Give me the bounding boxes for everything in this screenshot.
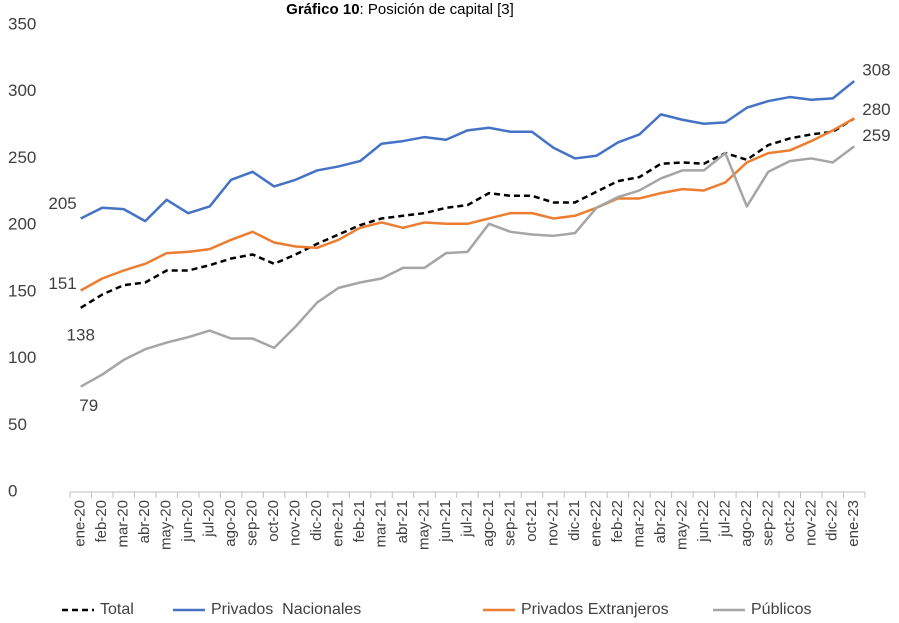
x-tick-label: nov-22 <box>802 500 819 546</box>
data-label: 138 <box>67 325 95 344</box>
x-tick-label: abr-20 <box>136 500 153 543</box>
x-tick-label: sep-21 <box>501 500 518 546</box>
legend-label: Privados Nacionales <box>211 601 361 618</box>
y-tick-label: 100 <box>8 348 36 367</box>
y-tick-label: 250 <box>8 148 36 167</box>
x-tick-label: nov-20 <box>287 500 304 546</box>
x-tick-label: ene-22 <box>587 500 604 547</box>
x-tick-label: jun-21 <box>437 500 454 543</box>
series-line <box>80 117 855 309</box>
legend-label: Privados Extranjeros <box>521 601 669 618</box>
data-label: 151 <box>48 274 76 293</box>
x-tick-label: feb-22 <box>609 500 626 543</box>
x-tick-label: oct-22 <box>781 500 798 542</box>
x-tick-label: ene-21 <box>330 500 347 547</box>
data-label: 280 <box>862 100 890 119</box>
data-label: 259 <box>862 126 890 145</box>
x-tick-label: feb-21 <box>351 500 368 543</box>
x-tick-label: dic-22 <box>824 500 841 541</box>
x-tick-label: jul-21 <box>458 500 475 538</box>
series-line <box>80 145 856 388</box>
y-tick-label: 300 <box>8 81 36 100</box>
x-tick-label: jun-20 <box>179 500 196 543</box>
legend-label: Públicos <box>751 601 811 618</box>
x-tick-label: sep-22 <box>759 500 776 546</box>
x-tick-label: feb-20 <box>93 500 110 543</box>
chart-title: Gráfico 10: Posición de capital [3] <box>286 1 514 18</box>
x-tick-label: jun-22 <box>695 500 712 543</box>
x-tick-label: dic-20 <box>308 500 325 541</box>
title-text: : Posición de capital [3] <box>360 1 514 18</box>
title-bold: Gráfico 10 <box>286 1 359 18</box>
x-tick-label: dic-21 <box>566 500 583 541</box>
x-tick-label: abr-22 <box>652 500 669 543</box>
x-tick-label: abr-21 <box>394 500 411 543</box>
x-tick-label: oct-20 <box>265 500 282 542</box>
x-tick-label: sep-20 <box>244 500 261 546</box>
x-tick-label: ago-22 <box>738 500 755 547</box>
x-tick-label: may-20 <box>158 500 175 550</box>
y-tick-label: 0 <box>8 481 17 500</box>
x-tick-label: may-22 <box>673 500 690 550</box>
x-tick-label: may-21 <box>415 500 432 550</box>
x-tick-label: nov-21 <box>544 500 561 546</box>
x-tick-label: mar-20 <box>115 500 132 548</box>
x-tick-label: jul-20 <box>201 500 218 538</box>
x-tick-label: jul-22 <box>716 500 733 538</box>
x-tick-label: ene-23 <box>845 500 862 547</box>
data-label: 205 <box>48 194 76 213</box>
x-tick-label: ago-21 <box>480 500 497 547</box>
y-tick-label: 200 <box>8 215 36 234</box>
y-tick-label: 150 <box>8 281 36 300</box>
y-tick-label: 350 <box>8 14 36 33</box>
y-tick-label: 50 <box>8 415 27 434</box>
x-tick-label: mar-22 <box>630 500 647 548</box>
legend-label: Total <box>100 601 134 618</box>
series-line <box>80 117 855 292</box>
x-tick-label: ago-20 <box>222 500 239 547</box>
x-tick-label: oct-21 <box>523 500 540 542</box>
x-tick-label: ene-20 <box>72 500 89 547</box>
data-label: 79 <box>79 396 98 415</box>
data-label: 308 <box>862 61 890 80</box>
series-line <box>80 80 856 223</box>
x-tick-label: mar-21 <box>373 500 390 548</box>
